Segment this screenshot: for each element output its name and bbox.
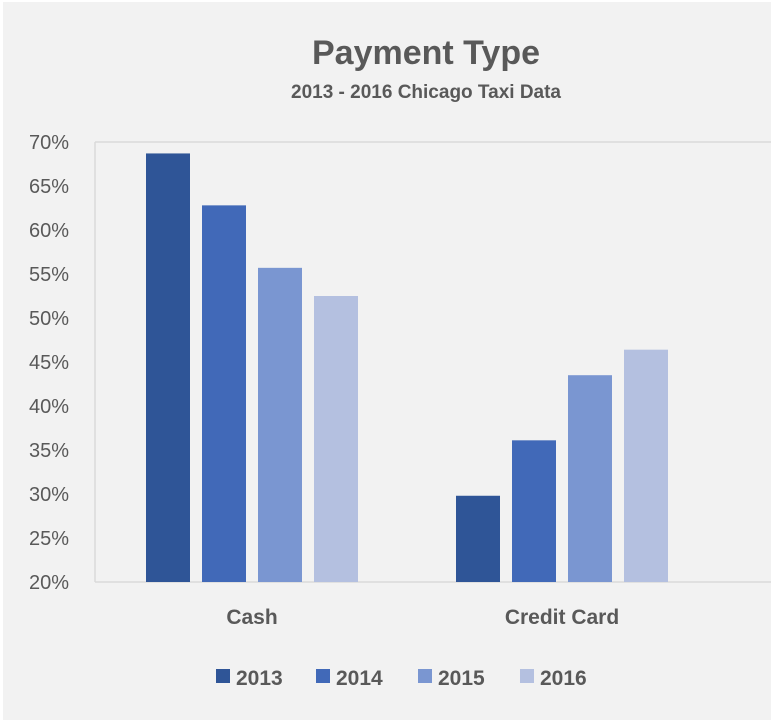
y-tick-label: 50% bbox=[29, 308, 69, 330]
y-tick-label: 45% bbox=[29, 352, 69, 374]
y-tick-label: 20% bbox=[29, 572, 69, 594]
legend-label-2013: 2013 bbox=[236, 667, 283, 690]
legend-swatch-2013 bbox=[216, 669, 230, 683]
legend-label-2014: 2014 bbox=[336, 667, 383, 690]
legend-label-2015: 2015 bbox=[438, 667, 485, 690]
bar-cash-2014 bbox=[202, 205, 246, 583]
y-tick-label: 55% bbox=[29, 264, 69, 286]
plot-frame bbox=[94, 141, 771, 583]
bar-credit-card-2015 bbox=[568, 375, 612, 582]
y-tick-label: 60% bbox=[29, 220, 69, 242]
y-tick-label: 35% bbox=[29, 440, 69, 462]
legend-label-2016: 2016 bbox=[540, 667, 587, 690]
y-tick-label: 40% bbox=[29, 396, 69, 418]
legend-swatch-2016 bbox=[520, 669, 534, 683]
y-axis-ticks: 20% 25% 30% 35% 40% 45% 50% 55% 60% 65% 70% bbox=[29, 132, 69, 594]
bar-cash-2015 bbox=[258, 267, 302, 582]
legend-swatch-2014 bbox=[316, 669, 330, 683]
category-label: Cash bbox=[226, 606, 277, 629]
y-tick-label: 65% bbox=[29, 176, 69, 198]
bar-cash-2016 bbox=[314, 296, 358, 582]
chart-title: Payment Type bbox=[312, 34, 540, 72]
bar-credit-card-2016 bbox=[624, 349, 668, 582]
category-labels: Cash Credit Card bbox=[226, 606, 619, 629]
bars bbox=[146, 153, 668, 583]
bar-chart: Payment Type 2013 - 2016 Chicago Taxi Da… bbox=[29, 34, 771, 690]
bar-credit-card-2014 bbox=[512, 440, 556, 582]
y-tick-label: 70% bbox=[29, 132, 69, 154]
bar-credit-card-2013 bbox=[456, 495, 500, 582]
y-tick-label: 25% bbox=[29, 528, 69, 550]
chart-subtitle: 2013 - 2016 Chicago Taxi Data bbox=[291, 82, 561, 103]
legend-swatch-2015 bbox=[418, 669, 432, 683]
y-tick-label: 30% bbox=[29, 484, 69, 506]
category-label: Credit Card bbox=[505, 606, 619, 629]
chart-panel: Payment Type 2013 - 2016 Chicago Taxi Da… bbox=[3, 2, 771, 720]
bar-cash-2013 bbox=[146, 153, 190, 582]
legend: 2013 2014 2015 2016 bbox=[216, 667, 587, 690]
